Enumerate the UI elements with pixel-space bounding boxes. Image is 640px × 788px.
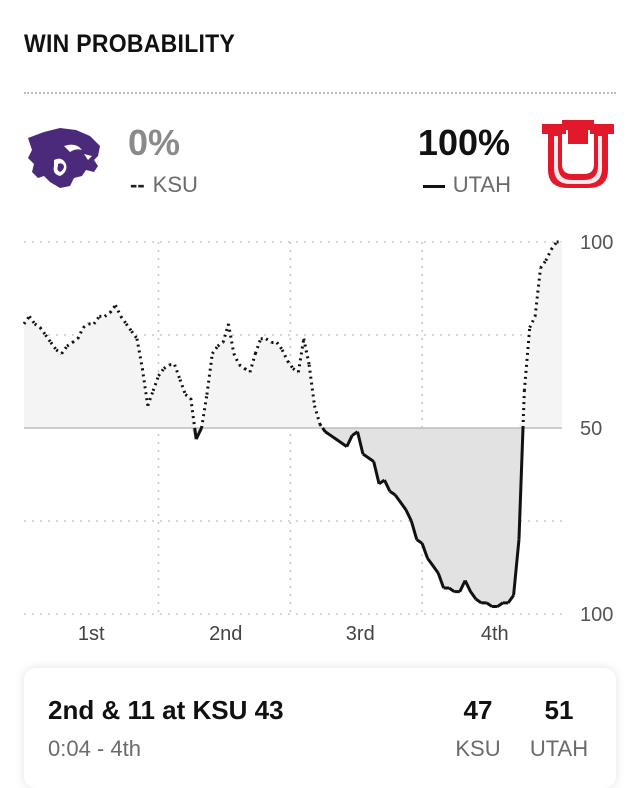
solid-line-legend-mark [422,184,445,188]
x-tick-label: 2nd [209,623,242,645]
chart-svg: 100 50 100 1st 2nd 3rd 4th [22,232,613,645]
ksu-score: 47 [463,695,493,725]
block-u-icon [540,120,616,196]
y-axis-ticks: 100 50 100 [580,232,613,626]
chart-area-below-50 [24,428,562,607]
ksu-legend: -- KSU [130,172,198,198]
utah-probability-line-solid [193,427,525,609]
chart-area-above-50 [24,242,562,428]
win-probability-title: WIN PROBABILITY [24,30,236,58]
ksu-abbr: KSU [455,736,501,761]
y-tick-label: 100 [580,232,613,254]
utah-score: 51 [544,695,574,725]
down-and-distance: 2nd & 11 at KSU 43 [48,695,284,725]
utah-probability-line-dotted [22,240,562,429]
wildcat-icon [24,126,104,190]
play-card[interactable]: 2nd & 11 at KSU 43 0:04 - 4th 47 KSU 51 … [24,668,616,788]
y-tick-label: 50 [580,418,602,440]
utah-abbr: UTAH [529,736,589,761]
utah-legend: UTAH [422,172,511,198]
x-tick-label: 4th [481,623,509,645]
game-clock: 0:04 - 4th [48,736,141,761]
y-tick-label: 100 [580,604,613,626]
x-axis-ticks: 1st 2nd 3rd 4th [78,623,509,645]
ksu-win-pct: 0% [128,122,181,163]
x-tick-label: 1st [78,623,105,645]
x-tick-label: 3rd [346,623,375,645]
ksu-legend-label: KSU [152,172,198,197]
divider [24,92,616,94]
dashed-line-legend-mark: -- [130,172,145,197]
utah-legend-label: UTAH [452,172,511,197]
utah-win-pct: 100% [417,122,510,163]
win-probability-chart: 100 50 100 1st 2nd 3rd 4th [0,220,640,660]
